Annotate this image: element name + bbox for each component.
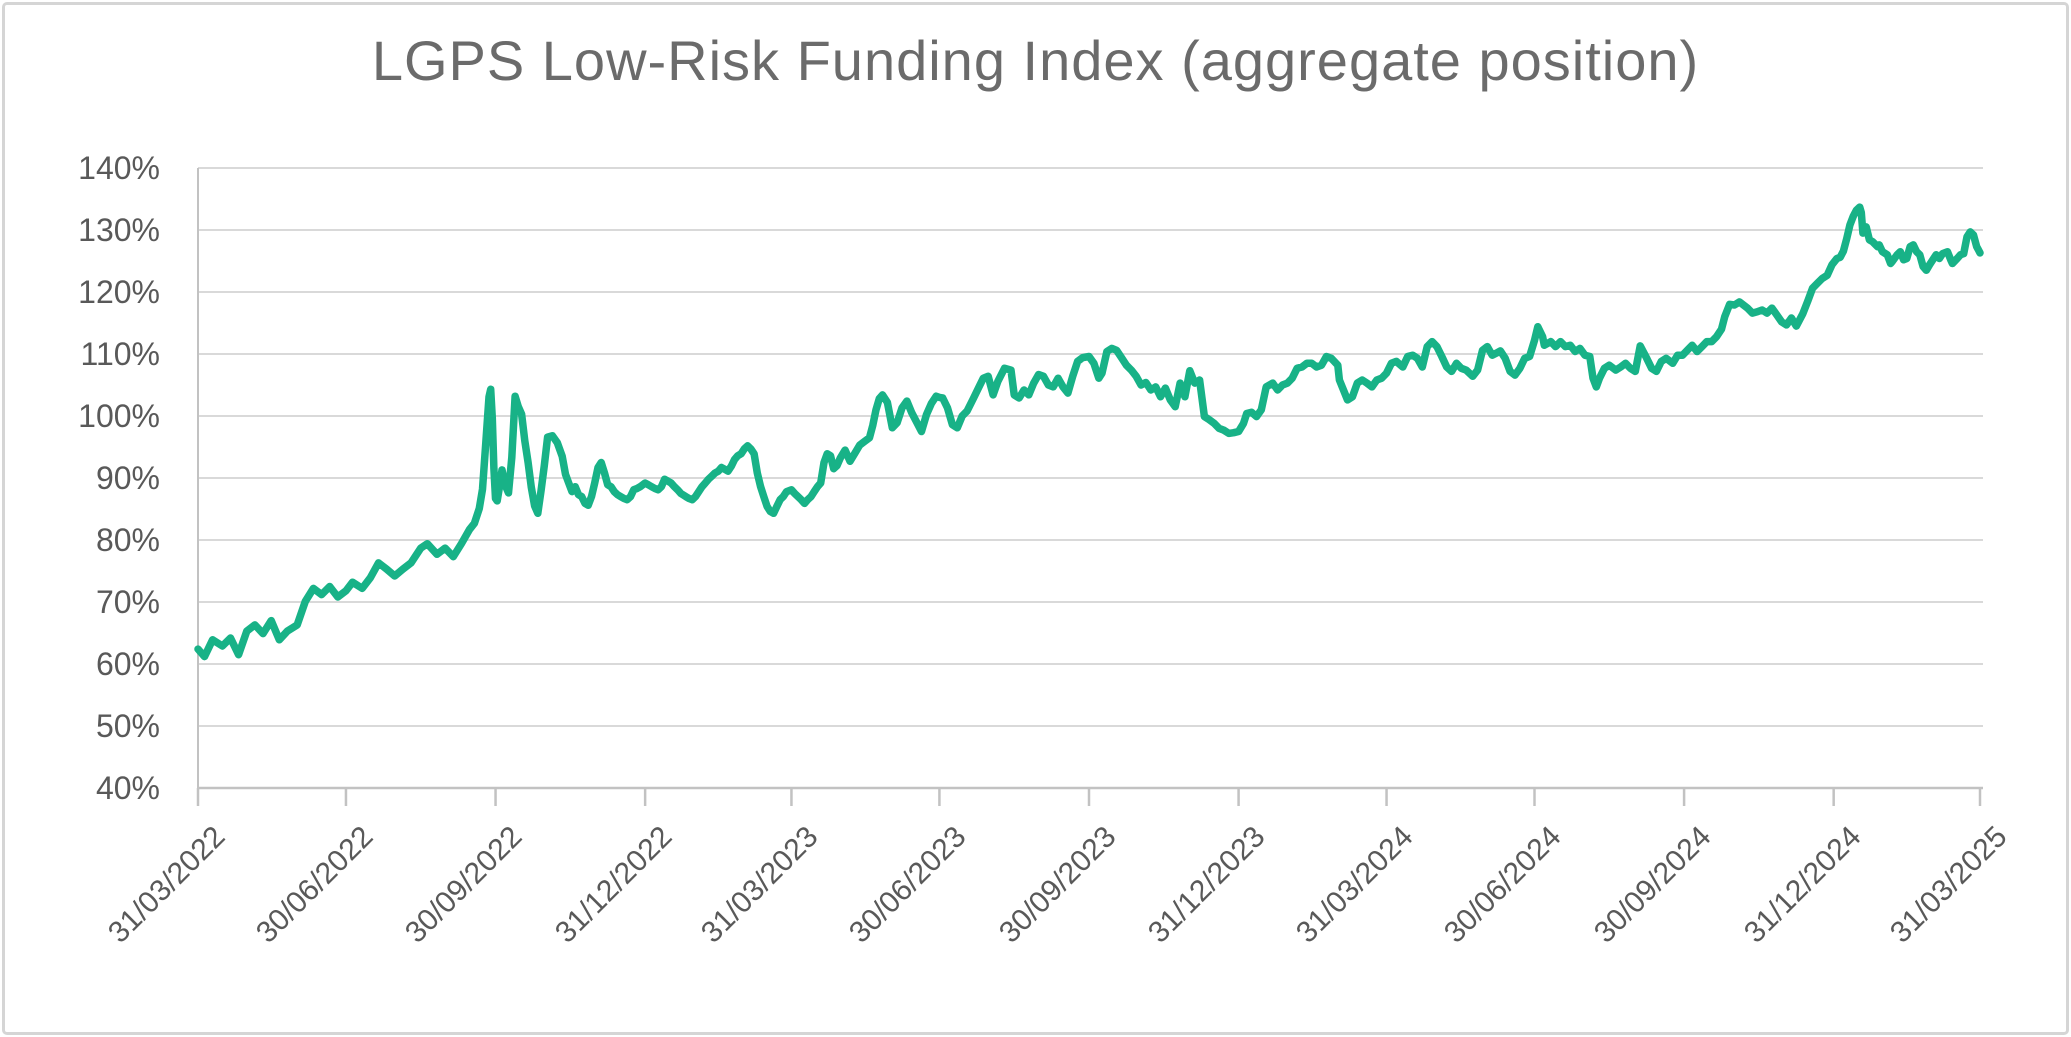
- y-axis-label: 130%: [78, 212, 160, 248]
- y-axis-label: 70%: [95, 584, 160, 620]
- y-axis-label: 110%: [80, 336, 160, 372]
- y-axis-label: 120%: [78, 274, 160, 310]
- y-axis-label: 90%: [95, 460, 160, 496]
- y-axis-label: 100%: [78, 398, 160, 434]
- y-axis-label: 140%: [78, 150, 160, 186]
- y-axis-label: 60%: [95, 646, 160, 682]
- page-title: LGPS Low-Risk Funding Index (aggregate p…: [371, 29, 1700, 92]
- axes: [196, 168, 1983, 806]
- y-axis-label: 50%: [95, 708, 160, 744]
- gridlines: [198, 167, 1983, 727]
- series-line: [194, 203, 1984, 661]
- y-axis-label: 80%: [95, 522, 160, 558]
- y-axis-label: 40%: [95, 770, 160, 806]
